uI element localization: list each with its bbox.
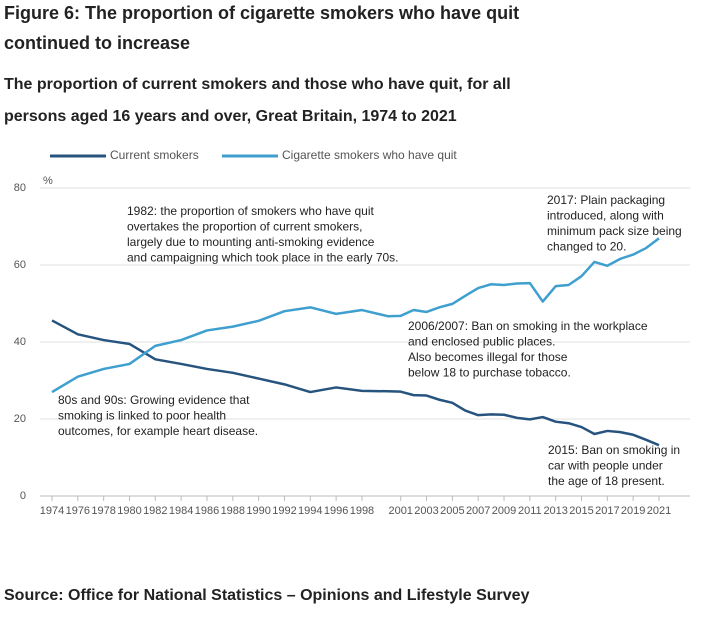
legend-label: Cigarette smokers who have quit <box>282 148 457 162</box>
annotation: car with people under <box>548 459 663 473</box>
annotation: 2015: Ban on smoking in <box>548 443 680 457</box>
x-tick-label: 1974 <box>40 505 64 517</box>
x-tick-label: 1990 <box>246 505 270 517</box>
annotation: the age of 18 present. <box>548 474 665 488</box>
series-line <box>51 319 660 447</box>
y-tick-label: 20 <box>14 413 26 425</box>
x-tick-label: 2017 <box>595 505 619 517</box>
annotation: and campaigning which took place in the … <box>127 251 399 265</box>
y-tick-label: 0 <box>20 490 26 502</box>
x-tick-label: 1984 <box>169 505 193 517</box>
x-tick-label: 1978 <box>91 505 115 517</box>
series-line <box>51 237 660 394</box>
annotation: changed to 20. <box>547 240 626 254</box>
annotation: 2017: Plain packaging <box>547 193 665 207</box>
y-tick-label: 60 <box>14 259 26 271</box>
x-tick-label: 1982 <box>143 505 167 517</box>
chart-subtitle: persons aged 16 years and over, Great Br… <box>4 108 457 125</box>
annotation: below 18 to purchase tobacco. <box>408 366 571 380</box>
annotation: largely due to mounting anti-smoking evi… <box>127 235 375 249</box>
x-tick-label: 2009 <box>492 505 516 517</box>
x-tick-label: 1980 <box>117 505 141 517</box>
chart-title: continued to increase <box>4 33 190 53</box>
annotation: overtakes the proportion of current smok… <box>127 220 362 234</box>
x-tick-label: 2019 <box>621 505 645 517</box>
annotation: 1982: the proportion of smokers who have… <box>127 204 374 218</box>
annotation: smoking is linked to poor health <box>58 409 226 423</box>
x-tick-label: 1992 <box>272 505 296 517</box>
annotation: 2006/2007: Ban on smoking in the workpla… <box>408 319 648 333</box>
x-tick-label: 1988 <box>221 505 245 517</box>
annotation: minimum pack size being <box>547 224 682 238</box>
annotation: Also becomes illegal for those <box>408 350 568 364</box>
y-unit: % <box>43 175 53 187</box>
chart-title: Figure 6: The proportion of cigarette sm… <box>4 3 519 23</box>
x-tick-label: 2021 <box>647 505 671 517</box>
annotation: introduced, along with <box>547 209 664 223</box>
x-tick-label: 2011 <box>518 505 542 517</box>
x-tick-label: 1994 <box>298 505 322 517</box>
chart-subtitle: The proportion of current smokers and th… <box>4 76 511 93</box>
x-tick-label: 1996 <box>324 505 348 517</box>
source: Source: Office for National Statistics –… <box>4 587 530 604</box>
y-tick-label: 40 <box>14 336 26 348</box>
x-tick-label: 2003 <box>414 505 438 517</box>
y-tick-label: 80 <box>14 182 26 194</box>
x-tick-label: 2007 <box>466 505 490 517</box>
x-tick-label: 2001 <box>388 505 412 517</box>
annotation: and enclosed public places. <box>408 335 555 349</box>
legend-label: Current smokers <box>110 148 199 162</box>
x-tick-label: 2005 <box>440 505 464 517</box>
x-tick-label: 2015 <box>569 505 593 517</box>
x-tick-label: 1998 <box>350 505 374 517</box>
x-tick-label: 1976 <box>66 505 90 517</box>
x-tick-label: 2013 <box>543 505 567 517</box>
x-tick-label: 1986 <box>195 505 219 517</box>
annotation: 80s and 90s: Growing evidence that <box>58 393 250 407</box>
annotation: outcomes, for example heart disease. <box>58 424 258 438</box>
